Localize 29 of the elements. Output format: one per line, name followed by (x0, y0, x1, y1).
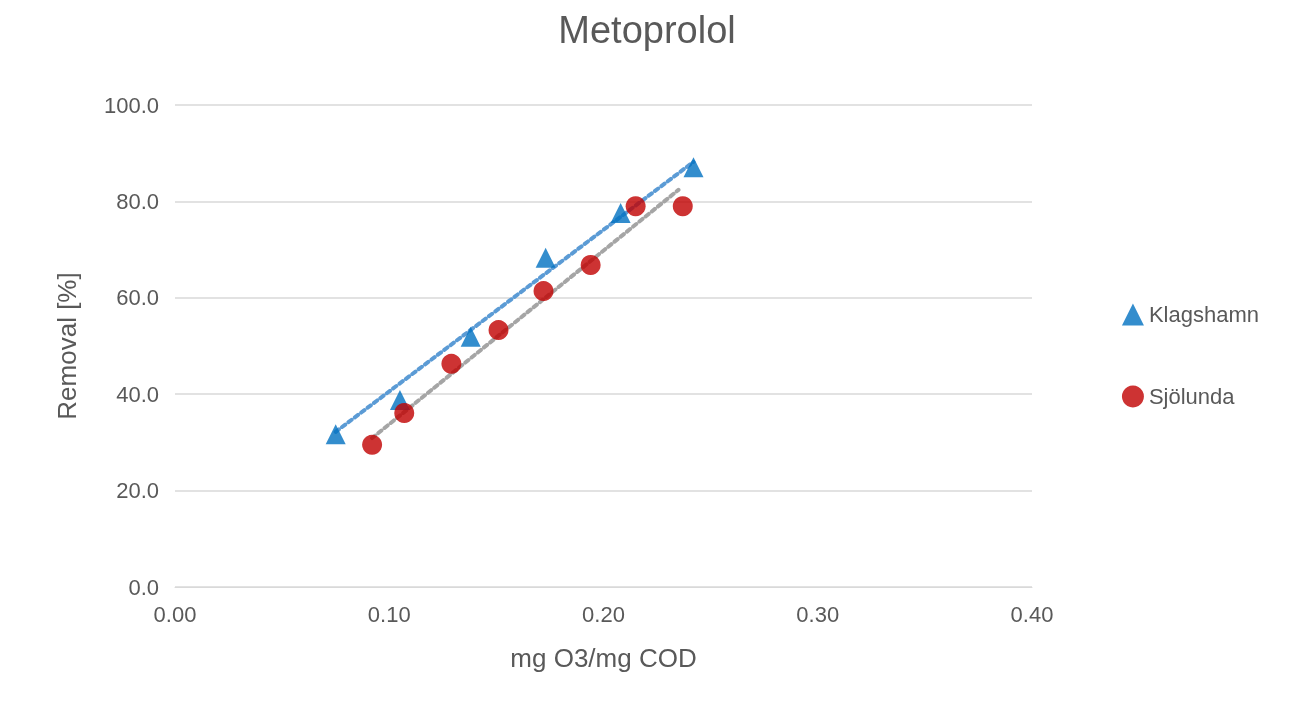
x-tick-label: 0.00 (153, 601, 197, 627)
chart-title: Metoprolol (558, 9, 736, 51)
point (533, 281, 554, 302)
y-tick-label: 20.0 (116, 478, 159, 504)
x-tick-label: 0.20 (582, 601, 625, 627)
y-tick-label: 60.0 (116, 285, 159, 311)
point (325, 424, 346, 445)
x-tick-label: 0.40 (1010, 601, 1054, 627)
point (460, 326, 481, 347)
y-axis-title: Removal [%] (52, 272, 82, 420)
x-axis-title: mg O3/mg COD (510, 643, 697, 673)
legend-label: Klagshamn (1148, 302, 1260, 327)
point (625, 196, 646, 217)
y-tick-label: 0.0 (128, 574, 159, 600)
x-tick-label: 0.30 (796, 601, 840, 627)
point (683, 157, 704, 178)
y-tick-label: 40.0 (116, 381, 159, 407)
point (394, 403, 415, 423)
legend-label: Sjölunda (1148, 384, 1236, 409)
y-tick-label: 100.0 (103, 92, 159, 118)
point (441, 353, 462, 374)
point (535, 247, 556, 268)
point (610, 202, 631, 223)
y-tick-label: 80.0 (116, 188, 159, 214)
point (672, 196, 693, 217)
point (488, 320, 509, 341)
point (580, 255, 601, 276)
point (362, 434, 383, 455)
x-tick-label: 0.10 (367, 601, 411, 627)
